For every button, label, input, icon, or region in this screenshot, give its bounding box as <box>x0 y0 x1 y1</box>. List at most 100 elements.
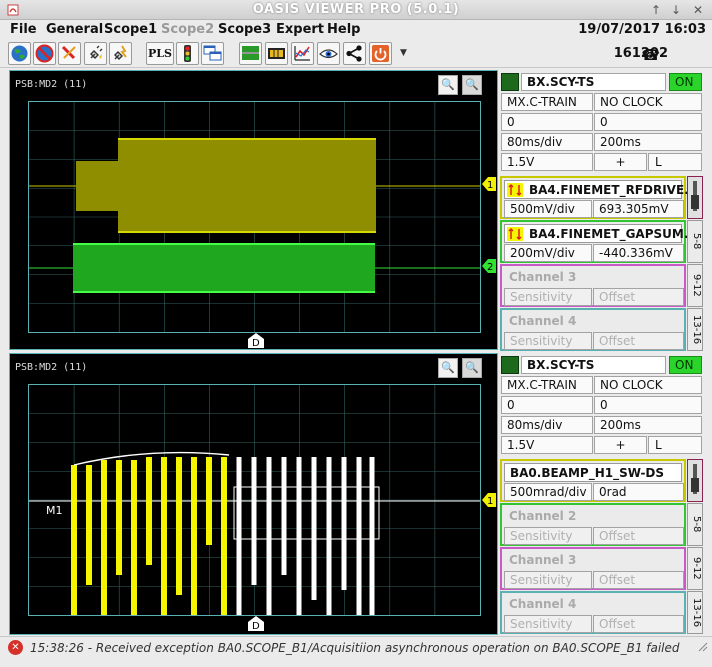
trigger-delay-marker[interactable]: D <box>248 333 264 348</box>
menu-scope3[interactable]: Scope3 <box>218 22 272 37</box>
channel-3-offset[interactable]: Offset <box>593 571 684 589</box>
clock-source[interactable]: NO CLOCK <box>594 376 702 394</box>
eye-icon <box>319 49 338 59</box>
delay-field-2[interactable]: 0 <box>594 113 702 131</box>
channel-1-name[interactable]: BA4.FINEMET_RFDRIVE... <box>504 180 698 199</box>
on-toggle[interactable]: ON <box>669 356 702 374</box>
graph-button[interactable] <box>291 42 314 65</box>
close-icon[interactable]: ✕ <box>692 3 704 17</box>
channel-2-offset[interactable]: Offset <box>593 527 684 545</box>
scope-plot-2[interactable] <box>28 384 481 616</box>
menu-help[interactable]: Help <box>327 22 361 37</box>
globe-button[interactable] <box>8 42 31 65</box>
channel-4-sensitivity[interactable]: Sensitivity <box>504 615 592 633</box>
tab-9-12[interactable]: 9-12 <box>687 264 703 307</box>
trace-ch2 <box>29 243 480 293</box>
flash-icon <box>61 45 76 60</box>
plug-flash-button[interactable] <box>109 42 132 65</box>
channel-2-sensitivity[interactable]: 200mV/div <box>504 244 592 262</box>
channel-1-slider[interactable] <box>687 459 703 502</box>
channel-4-name[interactable]: Channel 4 <box>509 597 577 611</box>
timebase-field[interactable]: 80ms/div <box>501 416 593 434</box>
window-field[interactable]: 200ms <box>594 416 702 434</box>
on-toggle[interactable]: ON <box>669 73 702 91</box>
trigger-delay-marker[interactable]: D <box>248 616 264 631</box>
channel-4-name[interactable]: Channel 4 <box>509 314 577 328</box>
menu-file[interactable]: File <box>10 22 37 37</box>
delay-field-2[interactable]: 0 <box>594 396 702 414</box>
trigger-slope[interactable]: + <box>594 153 647 171</box>
resize-grip-icon[interactable] <box>696 640 708 652</box>
tab-13-16[interactable]: 13-16 <box>687 308 703 351</box>
channel-1-offset[interactable]: 0rad <box>593 483 684 501</box>
film-button[interactable] <box>265 42 288 65</box>
delay-field-1[interactable]: 0 <box>501 396 593 414</box>
trigger-slope[interactable]: + <box>594 436 647 454</box>
share-button[interactable] <box>343 42 366 65</box>
globe-icon <box>11 45 28 62</box>
tab-5-8[interactable]: 5-8 <box>687 503 703 546</box>
zoom-in-button[interactable]: 🔍 <box>438 75 458 95</box>
trigger-source[interactable]: MX.C-TRAIN <box>501 93 593 111</box>
layout-rows-button[interactable] <box>239 42 262 65</box>
flash-button[interactable] <box>58 42 81 65</box>
traffic-light-button[interactable] <box>176 42 199 65</box>
channel-1-marker[interactable]: 1 <box>482 493 496 507</box>
windows-button[interactable] <box>201 42 224 65</box>
channel-1-slider[interactable] <box>687 176 703 219</box>
power-button[interactable] <box>369 42 392 65</box>
channel-2-name[interactable]: BA4.FINEMET_GAPSUM... <box>504 224 698 243</box>
zoom-out-button[interactable]: 🔍 <box>462 75 482 95</box>
timebase-field[interactable]: 80ms/div <box>501 133 593 151</box>
clock-source[interactable]: NO CLOCK <box>594 93 702 111</box>
minimize-icon[interactable]: ↓ <box>670 3 682 17</box>
tab-13-16[interactable]: 13-16 <box>687 591 703 634</box>
scope-plot-1[interactable] <box>28 101 481 333</box>
svg-text:1: 1 <box>487 180 493 191</box>
channel-3-name[interactable]: Channel 3 <box>509 553 577 567</box>
channel-1-sensitivity[interactable]: 500mV/div <box>504 200 592 218</box>
window-field[interactable]: 200ms <box>594 133 702 151</box>
plug-button[interactable] <box>84 42 107 65</box>
tab-5-8[interactable]: 5-8 <box>687 220 703 263</box>
channel-3-name[interactable]: Channel 3 <box>509 270 577 284</box>
channel-swap-icon[interactable] <box>507 183 523 197</box>
channel-2-marker[interactable]: 2 <box>482 259 496 273</box>
channel-2-offset[interactable]: -440.336mV <box>593 244 684 262</box>
channel-4-box: Channel 4 Sensitivity Offset <box>500 591 686 634</box>
channel-1-sensitivity[interactable]: 500mrad/div <box>504 483 592 501</box>
eye-button[interactable] <box>317 42 340 65</box>
channel-2-name[interactable]: Channel 2 <box>509 509 577 523</box>
status-message: 15:38:26 - Received exception BA0.SCOPE_… <box>30 641 680 655</box>
delay-field-1[interactable]: 0 <box>501 113 593 131</box>
menu-scope1[interactable]: Scope1 <box>104 22 158 37</box>
channel-3-sensitivity[interactable]: Sensitivity <box>504 571 592 589</box>
channel-1-name[interactable]: BA0.BEAMP_H1_SW-DS <box>504 463 682 482</box>
source-selector[interactable]: BX.SCY-TS <box>521 73 666 91</box>
channel-3-offset[interactable]: Offset <box>593 288 684 306</box>
no-globe-button[interactable] <box>33 42 56 65</box>
trigger-coupling[interactable]: L <box>648 436 702 454</box>
menu-general[interactable]: General <box>46 22 104 37</box>
channel-swap-icon[interactable] <box>507 227 523 241</box>
tab-9-12[interactable]: 9-12 <box>687 547 703 590</box>
channel-4-offset[interactable]: Offset <box>593 615 684 633</box>
channel-2-sensitivity[interactable]: Sensitivity <box>504 527 592 545</box>
channel-4-offset[interactable]: Offset <box>593 332 684 350</box>
menu-expert[interactable]: Expert <box>276 22 325 37</box>
zoom-in-button[interactable]: 🔍 <box>438 358 458 378</box>
channel-4-sensitivity[interactable]: Sensitivity <box>504 332 592 350</box>
maximize-icon[interactable]: ↑ <box>650 3 662 17</box>
trigger-level[interactable]: 1.5V <box>501 153 593 171</box>
channel-3-sensitivity[interactable]: Sensitivity <box>504 288 592 306</box>
trigger-source[interactable]: MX.C-TRAIN <box>501 376 593 394</box>
pls-button[interactable]: PLS <box>146 42 174 65</box>
toolbar-dropdown-icon[interactable]: ▼ <box>400 48 407 58</box>
trigger-level[interactable]: 1.5V <box>501 436 593 454</box>
trigger-coupling[interactable]: L <box>648 153 702 171</box>
source-selector[interactable]: BX.SCY-TS <box>521 356 666 374</box>
zoom-out-button[interactable]: 🔍 <box>462 358 482 378</box>
channel-1-offset[interactable]: 693.305mV <box>593 200 684 218</box>
menu-scope2[interactable]: Scope2 <box>161 22 215 37</box>
channel-1-marker[interactable]: 1 <box>482 177 496 191</box>
